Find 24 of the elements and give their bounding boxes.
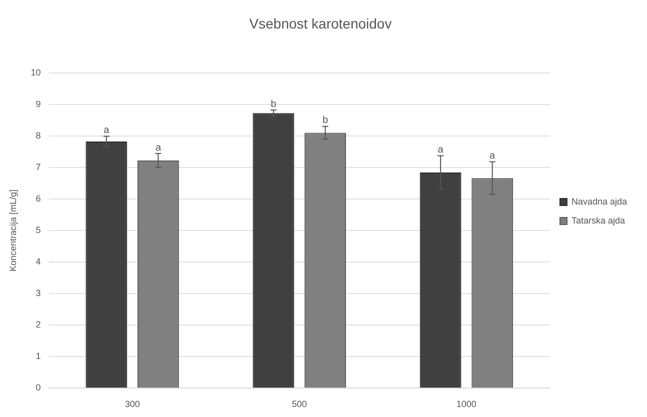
annotation: a: [155, 142, 162, 154]
annotation: b: [322, 115, 328, 126]
y-tick-label: 8: [36, 130, 41, 140]
y-tick-label: 1: [36, 351, 41, 362]
y-tick-label: 0: [36, 382, 41, 393]
y-tick-label: 10: [30, 67, 41, 78]
y-tick-label: 7: [36, 162, 41, 172]
annotation: a: [104, 124, 110, 136]
y-axis-title: Koncentracija [mL/g]: [8, 189, 18, 272]
y-tick-label: 3: [36, 288, 41, 298]
annotation: a: [490, 150, 496, 162]
annotation: a: [438, 144, 444, 156]
legend-label: Navadna ajda: [571, 196, 628, 206]
x-tick-label: 500: [292, 399, 307, 410]
x-tick-label: 300: [124, 399, 140, 410]
x-tick-label: 1000: [456, 399, 476, 410]
y-tick-label: 9: [36, 98, 41, 109]
annotation: b: [270, 98, 277, 110]
legend-label: Tatarska ajda: [571, 215, 625, 226]
y-tick-label: 2: [36, 320, 41, 330]
y-tick-label: 4: [36, 256, 41, 267]
y-tick-label: 6: [36, 193, 41, 204]
chart-title: Vsebnost karotenoidov: [249, 15, 392, 32]
y-tick-label: 5: [36, 224, 41, 235]
